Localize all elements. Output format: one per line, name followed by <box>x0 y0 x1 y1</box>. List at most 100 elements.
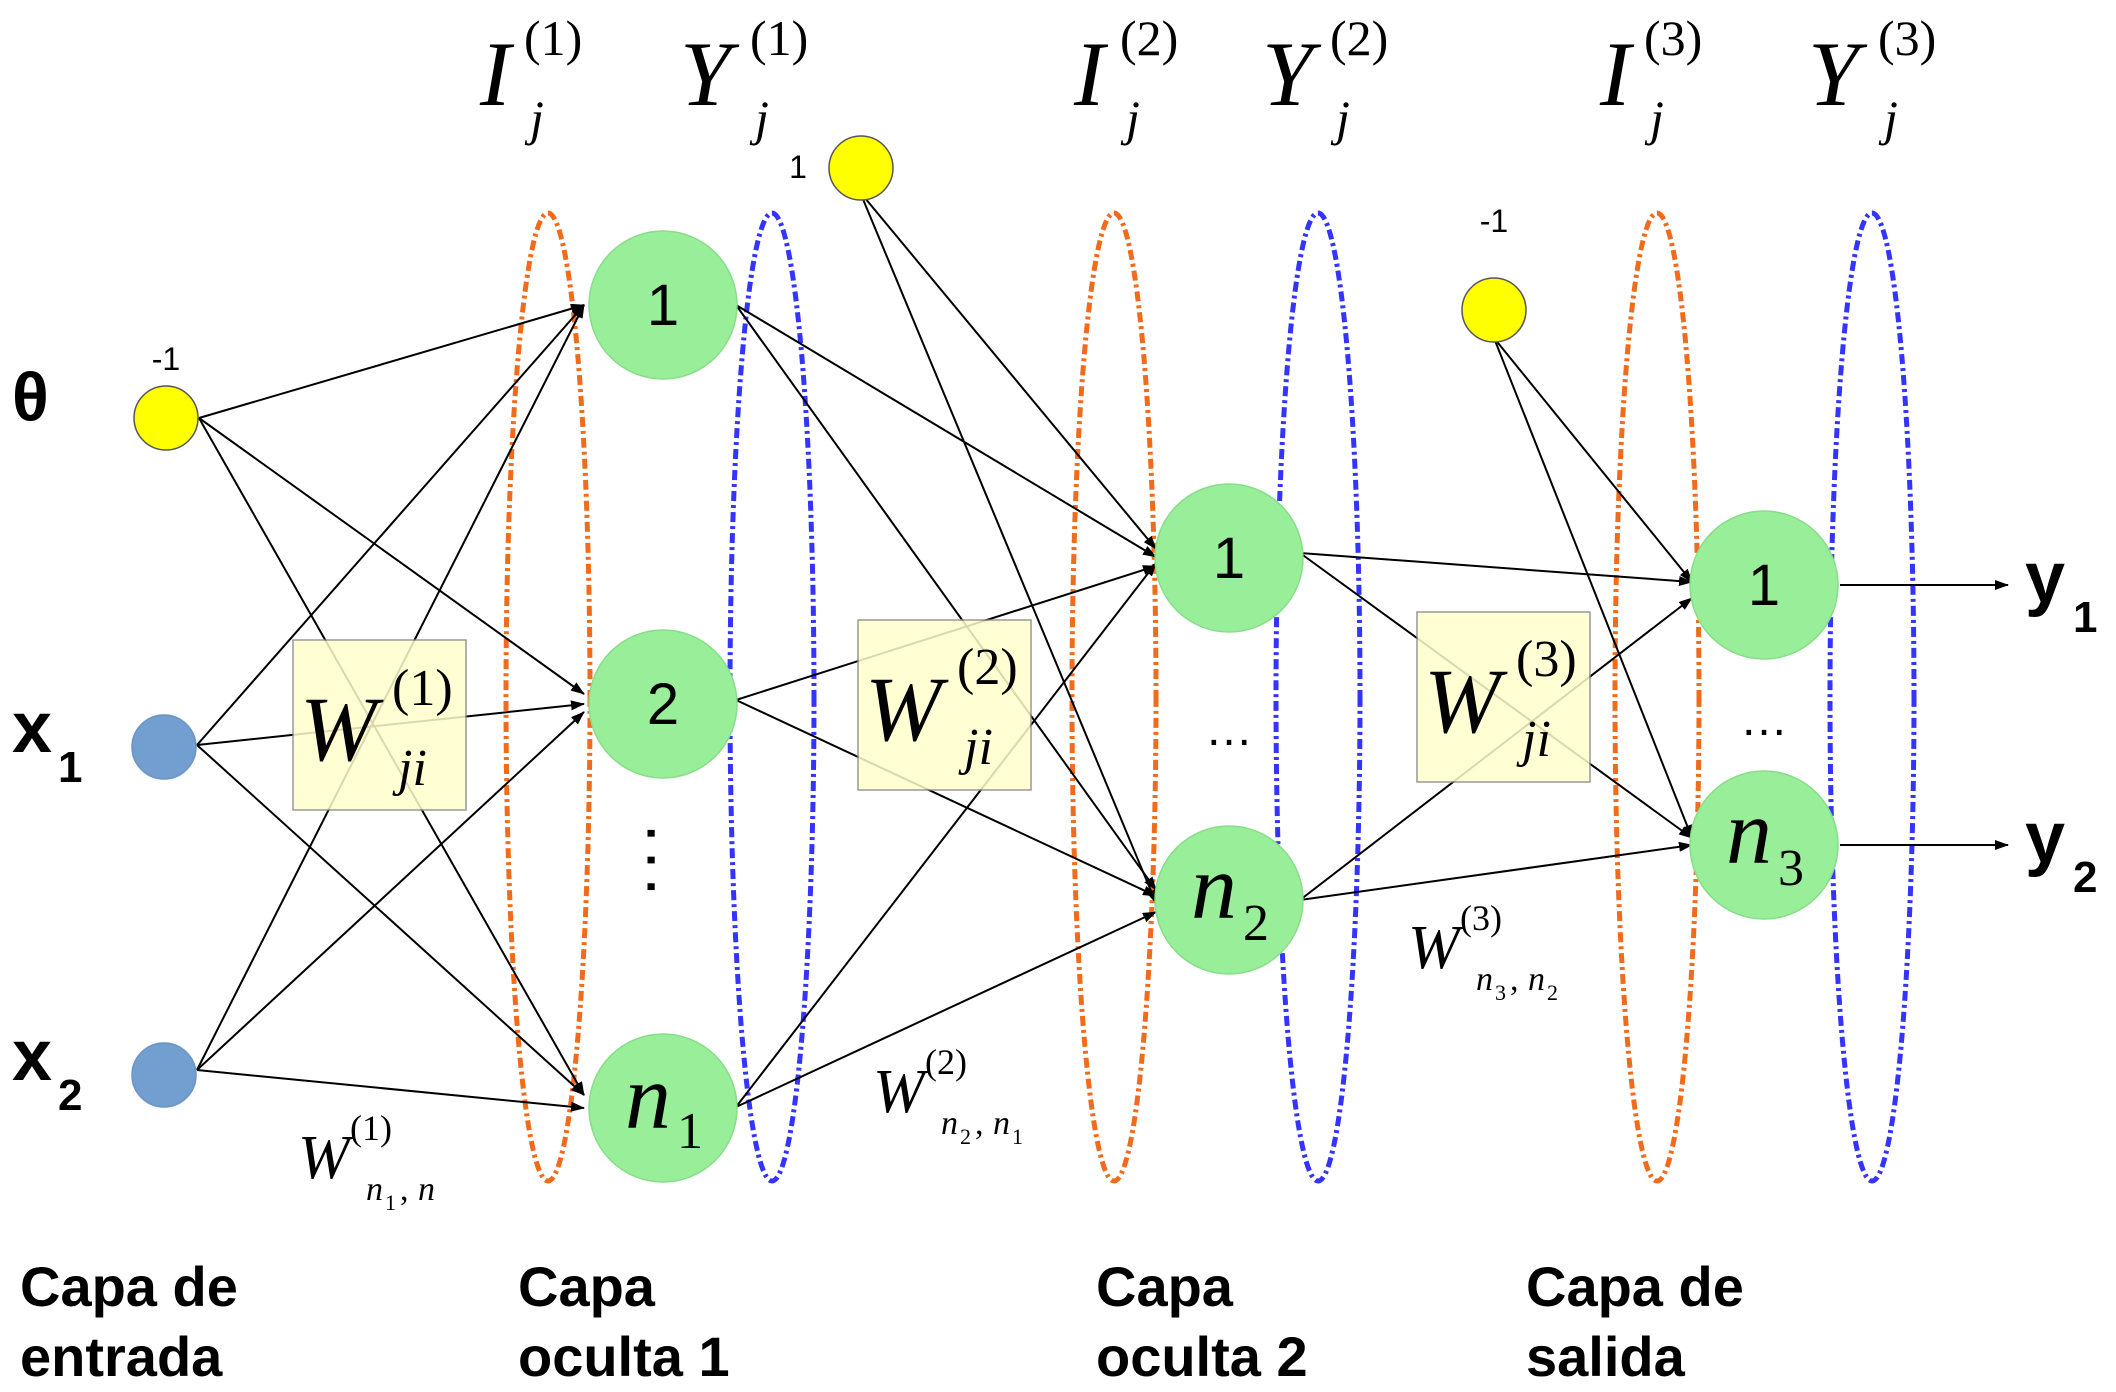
header-I3-sup: (3) <box>1644 10 1702 66</box>
header-Y2-sup: (2) <box>1330 10 1388 66</box>
caption-hidden2-line2: oculta 2 <box>1096 1325 1308 1388</box>
header-Y3-sup: (3) <box>1878 10 1936 66</box>
y1-sub: 1 <box>2073 593 2097 642</box>
header-I2-base: I <box>1073 23 1109 125</box>
bias-input-label: -1 <box>152 341 180 377</box>
header-Y3-sub: j <box>1878 90 1898 146</box>
header-Y3: Y (3) j <box>1808 10 1936 146</box>
weight-label-2-sup: (2) <box>925 1042 967 1082</box>
edges-layer1 <box>196 303 585 1112</box>
weight-label-1: W (1) n 1 , n <box>298 1108 435 1215</box>
weight-label-3-sub-sep: , <box>1510 961 1519 998</box>
x1-label: x <box>12 688 52 768</box>
caption-input-line1: Capa de <box>20 1255 238 1318</box>
weight-label-2-sub-b: n <box>993 1105 1010 1142</box>
weight-label-1-sub-b: n <box>418 1171 435 1208</box>
caption-hidden2-layer: Capa oculta 2 <box>1096 1255 1308 1388</box>
y2-label: y <box>2025 798 2065 878</box>
y2-sub: 2 <box>2073 853 2097 902</box>
weight-label-1-sub-a: n <box>366 1171 383 1208</box>
weight-label-2-sub-a: n <box>941 1105 958 1142</box>
caption-output-line1: Capa de <box>1526 1255 1744 1318</box>
header-Y1-sup: (1) <box>750 10 808 66</box>
weight-label-2-sub-a-sub: 2 <box>960 1124 971 1149</box>
hidden1-node-1-label: 1 <box>647 273 679 338</box>
hidden1-node-n1-sub: 1 <box>677 1103 703 1160</box>
hidden1-node-2 <box>588 629 738 779</box>
weight-label-2-sub-sep: , <box>975 1105 984 1142</box>
output-ellipsis: … <box>1740 693 1788 746</box>
hidden1-node-n1-base: n <box>625 1046 671 1148</box>
weight-box-2-base: W <box>865 658 949 760</box>
hidden2-node-n2-sub: 2 <box>1243 895 1269 952</box>
Y1-oval <box>727 210 817 1184</box>
output-node-n3-sub: 3 <box>1778 840 1804 897</box>
caption-hidden1-line2: oculta 1 <box>518 1325 730 1388</box>
weight-label-3-sub-a: n <box>1476 961 1493 998</box>
weight-label-1-sub-a-sub: 1 <box>385 1190 396 1215</box>
header-Y2: Y (2) j <box>1262 10 1388 146</box>
weight-box-1-base: W <box>300 678 384 780</box>
caption-hidden2-line1: Capa <box>1096 1255 1234 1318</box>
weight-label-1-base: W <box>298 1124 355 1192</box>
Y2-oval <box>1273 210 1363 1184</box>
weight-label-2-base: W <box>873 1058 930 1126</box>
header-Y3-base: Y <box>1808 23 1868 125</box>
hidden1-node-2-label: 2 <box>647 672 679 737</box>
weight-label-2-sub-b-sub: 1 <box>1012 1124 1023 1149</box>
I2-oval <box>1069 210 1159 1184</box>
header-I1: I (1) j <box>479 10 582 146</box>
weight-label-1-sub-sep: , <box>400 1171 409 1208</box>
header-I1-sup: (1) <box>524 10 582 66</box>
header-I1-sub: j <box>524 90 544 146</box>
output-node-1 <box>1689 510 1839 660</box>
hidden2-node-n2 <box>1154 825 1304 975</box>
header-Y1-sub: j <box>749 90 769 146</box>
output-node-n3-base: n <box>1726 781 1772 883</box>
bias-node-hidden1 <box>828 135 894 201</box>
weight-box-3-sub: ji <box>1516 711 1551 768</box>
caption-output-line2: salida <box>1526 1325 1686 1388</box>
caption-hidden1-layer: Capa oculta 1 <box>518 1255 730 1388</box>
weight-label-3-base: W <box>1408 914 1465 982</box>
weight-box-3-base: W <box>1424 650 1508 752</box>
weight-box-2-sub: ji <box>958 719 993 776</box>
edges-layer2 <box>735 191 1157 1108</box>
weight-label-1-sup: (1) <box>350 1108 392 1148</box>
hidden2-ellipsis: … <box>1205 703 1253 756</box>
hidden2-node-1-label: 1 <box>1213 526 1245 591</box>
weight-label-3-sub-a-sub: 3 <box>1495 980 1506 1005</box>
output-node-1-label: 1 <box>1748 553 1780 618</box>
caption-input-line2: entrada <box>20 1325 223 1388</box>
header-I2-sup: (2) <box>1120 10 1178 66</box>
header-Y2-base: Y <box>1262 23 1322 125</box>
bias-hidden2-label: -1 <box>1480 203 1508 239</box>
weight-box-3-sup: (3) <box>1516 631 1577 688</box>
output-node-n3 <box>1689 770 1839 920</box>
bias-node-hidden2 <box>1461 277 1527 343</box>
header-I2-sub: j <box>1120 90 1140 146</box>
caption-hidden1-line1: Capa <box>518 1255 656 1318</box>
weight-box-1-sup: (1) <box>392 660 453 717</box>
weight-box-1: W (1) ji <box>292 639 467 811</box>
header-Y1-base: Y <box>680 23 740 125</box>
y1-label: y <box>2025 538 2065 618</box>
header-I3: I (3) j <box>1599 10 1702 146</box>
weight-label-3-sup: (3) <box>1460 898 1502 938</box>
weight-label-3-sub-b: n <box>1528 961 1545 998</box>
x2-sub: 2 <box>58 1071 82 1120</box>
weight-box-2-sup: (2) <box>957 639 1018 696</box>
caption-input-layer: Capa de entrada <box>20 1255 238 1388</box>
header-Y2-sub: j <box>1330 90 1350 146</box>
hidden2-node-n2-base: n <box>1191 836 1237 938</box>
weight-label-2: W (2) n 2 , n 1 <box>873 1042 1023 1149</box>
x2-label: x <box>12 1016 52 1096</box>
header-Y1: Y (1) j <box>680 10 808 146</box>
weight-label-3-sub-b-sub: 2 <box>1547 980 1558 1005</box>
weight-label-3: W (3) n 3 , n 2 <box>1408 898 1558 1005</box>
weight-box-1-sub: ji <box>392 740 427 797</box>
input-node-x2 <box>131 1042 197 1108</box>
hidden1-ellipsis: . . . <box>637 827 690 894</box>
weight-box-2: W (2) ji <box>857 619 1032 791</box>
